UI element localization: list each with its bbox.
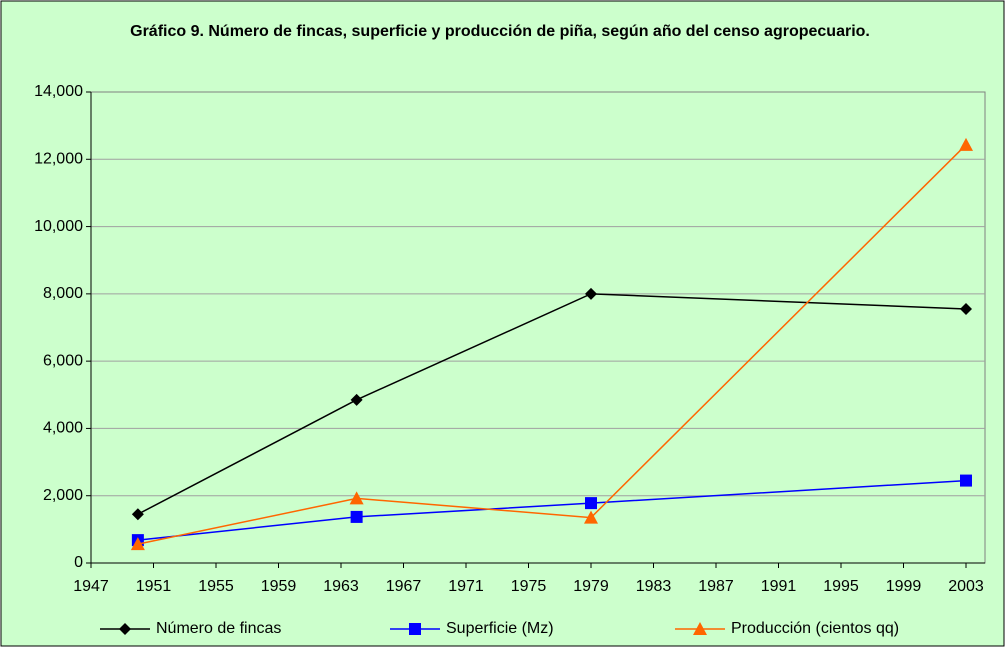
y-tick-label: 2,000 [43, 487, 83, 504]
x-tick-label: 1975 [511, 578, 547, 595]
x-tick-label: 1963 [323, 578, 359, 595]
series-line [137, 479, 967, 541]
x-tick-label: 1959 [261, 578, 297, 595]
y-tick-label: 4,000 [43, 420, 83, 437]
chart-title: Gráfico 9. Número de fincas, superficie … [130, 23, 870, 40]
legend-marker [409, 623, 421, 635]
plot-area [90, 91, 986, 564]
marker [585, 287, 597, 300]
marker [131, 508, 144, 521]
x-tick-label: 1991 [761, 578, 797, 595]
x-tick-label: 1951 [136, 578, 172, 595]
legend-marker [119, 623, 131, 635]
y-tick-label: 6,000 [43, 352, 83, 369]
x-tick-label: 2003 [948, 578, 984, 595]
legend-label: Número de fincas [156, 620, 281, 637]
marker [585, 497, 597, 510]
x-tick-label: 1995 [823, 578, 859, 595]
marker [960, 474, 972, 487]
y-tick-label: 0 [74, 554, 83, 571]
x-tick-label: 1955 [198, 578, 234, 595]
marker [959, 137, 973, 151]
x-tick-label: 1987 [698, 578, 734, 595]
series-line [137, 293, 967, 515]
x-tick-label: 1979 [573, 578, 609, 595]
legend-label: Producción (cientos qq) [731, 620, 899, 637]
x-tick-label: 1999 [886, 578, 922, 595]
x-tick-label: 1947 [73, 578, 109, 595]
x-tick-label: 1983 [636, 578, 672, 595]
y-tick-label: 14,000 [34, 83, 83, 100]
y-tick-label: 10,000 [34, 218, 83, 235]
series-line [137, 144, 967, 545]
marker [350, 510, 363, 523]
x-tick-label: 1967 [386, 578, 422, 595]
marker [960, 302, 972, 315]
marker [349, 491, 364, 505]
x-tick-label: 1971 [448, 578, 484, 595]
y-tick-label: 12,000 [34, 151, 83, 168]
marker [584, 510, 598, 524]
marker [130, 537, 145, 551]
y-tick-label: 8,000 [43, 285, 83, 302]
legend-marker [693, 622, 707, 635]
marker [350, 393, 363, 406]
legend-label: Superficie (Mz) [446, 620, 554, 637]
